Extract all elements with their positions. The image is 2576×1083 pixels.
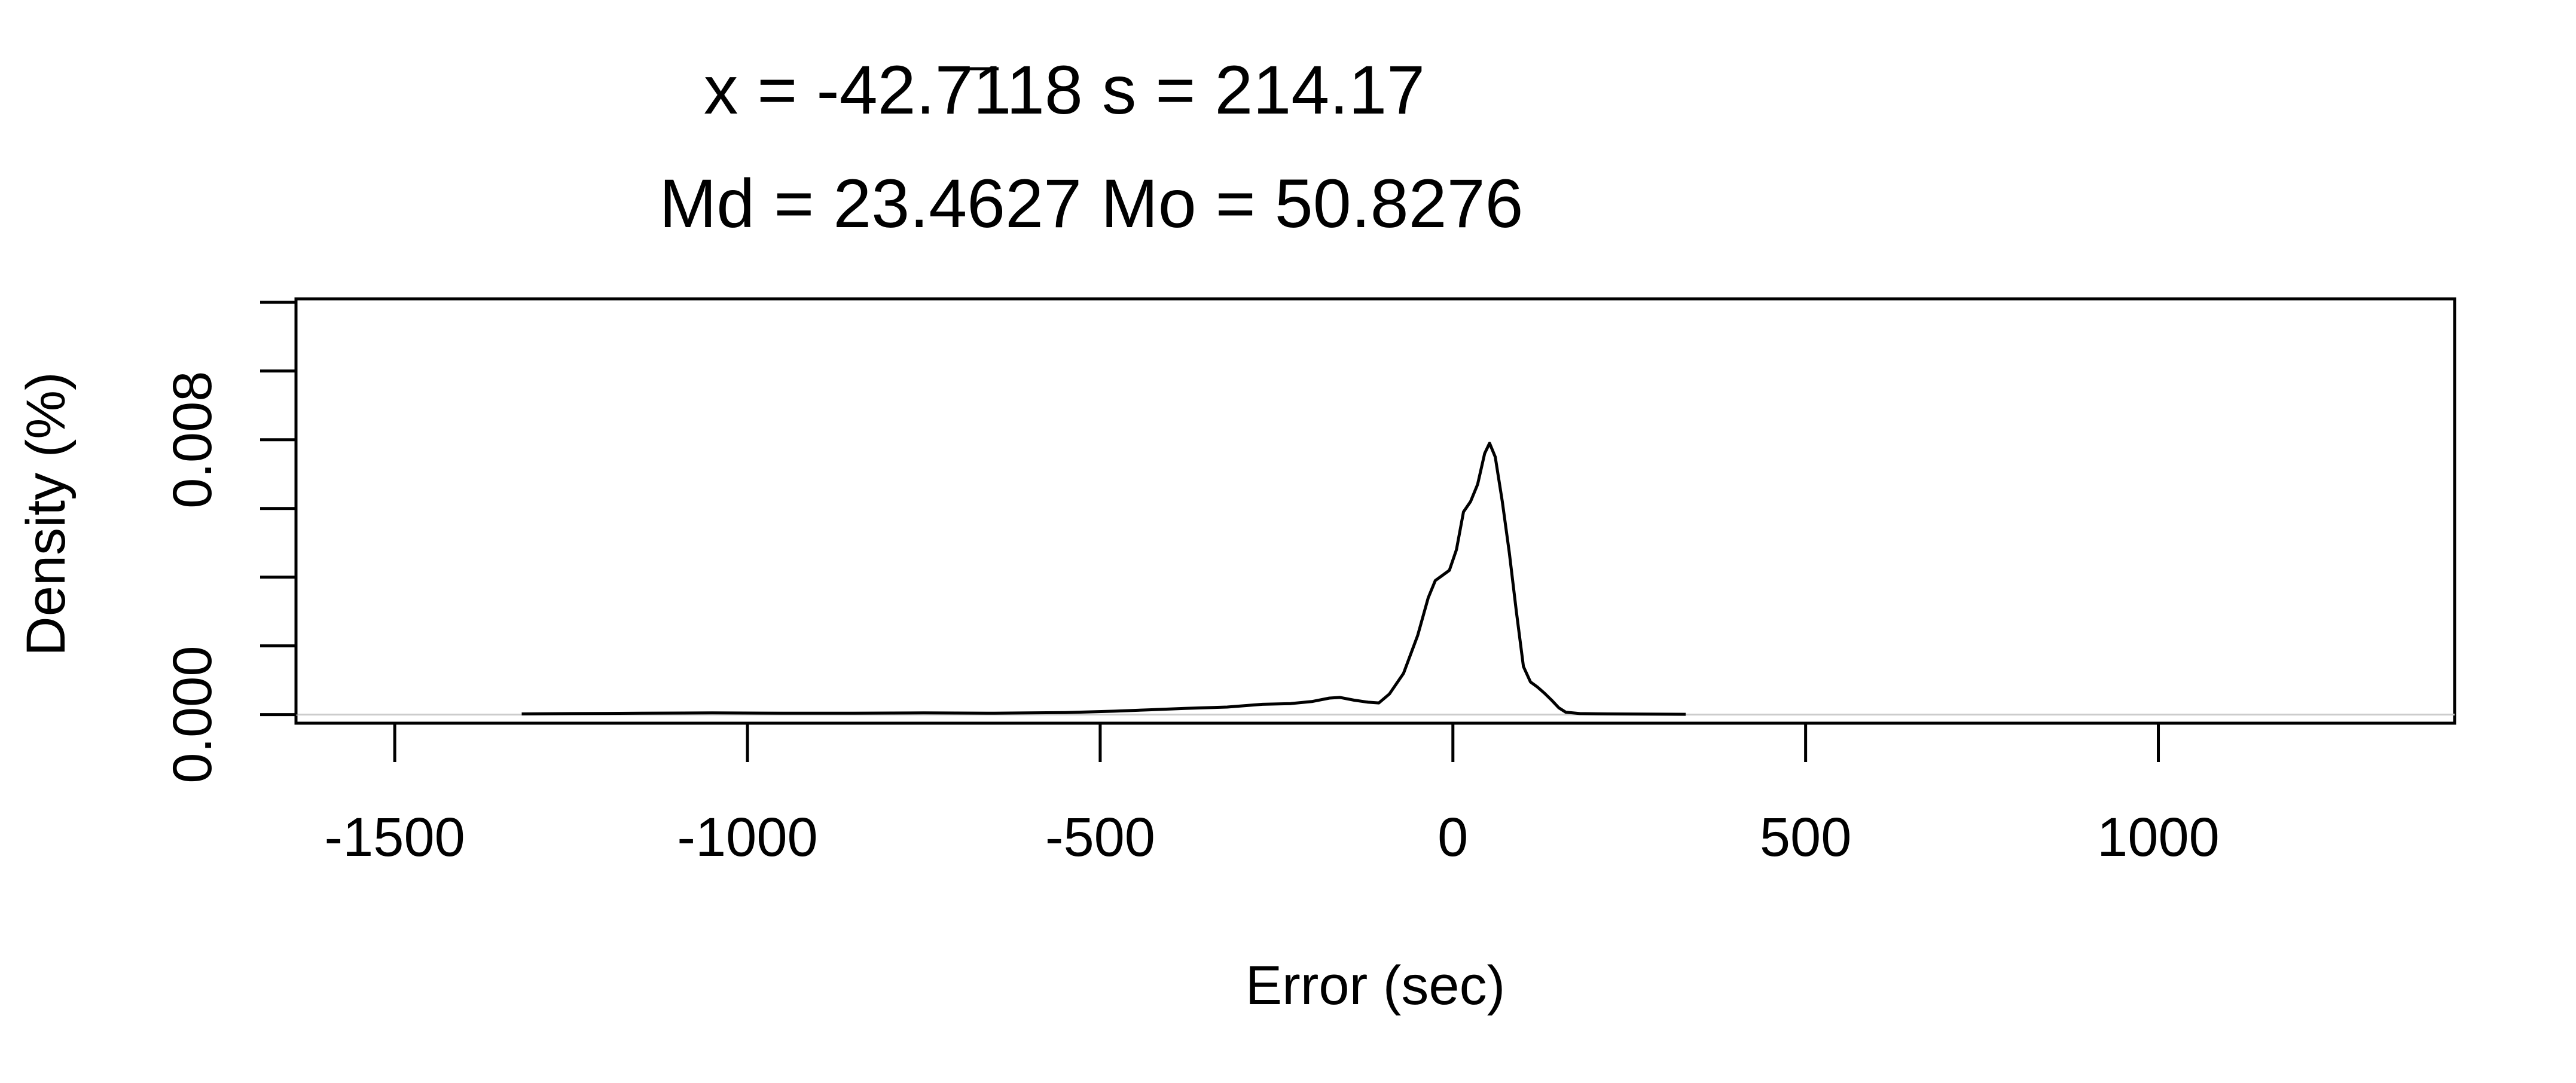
x-tick-label: 0 — [1437, 807, 1468, 868]
title-line-1: x = -42.7118 s = 214.17 — [704, 52, 1425, 129]
title-line-2: Md = 23.4627 Mo = 50.8276 — [660, 166, 1524, 242]
y-tick-label: 0.000 — [162, 646, 223, 784]
x-axis: -1500 -1000 -500 0 500 1000 — [325, 721, 2220, 868]
x-axis-label: Error (sec) — [1246, 955, 1505, 1016]
plot-frame — [294, 297, 2456, 725]
density-curve — [521, 442, 1686, 716]
x-tick-label: -500 — [1045, 807, 1155, 868]
mean-sd-text: = -42.7118 s = 214.17 — [738, 52, 1425, 129]
y-tick-label: 0.008 — [162, 371, 223, 509]
x-tick-label: 500 — [1760, 807, 1852, 868]
y-axis-label: Density (%) — [16, 372, 77, 656]
x-tick-label: 1000 — [2097, 807, 2220, 868]
mean-symbol: x — [704, 52, 738, 129]
x-tick-label: -1500 — [325, 807, 465, 868]
y-axis: 0.000 0.008 — [162, 301, 298, 784]
x-tick-label: -1000 — [677, 807, 817, 868]
